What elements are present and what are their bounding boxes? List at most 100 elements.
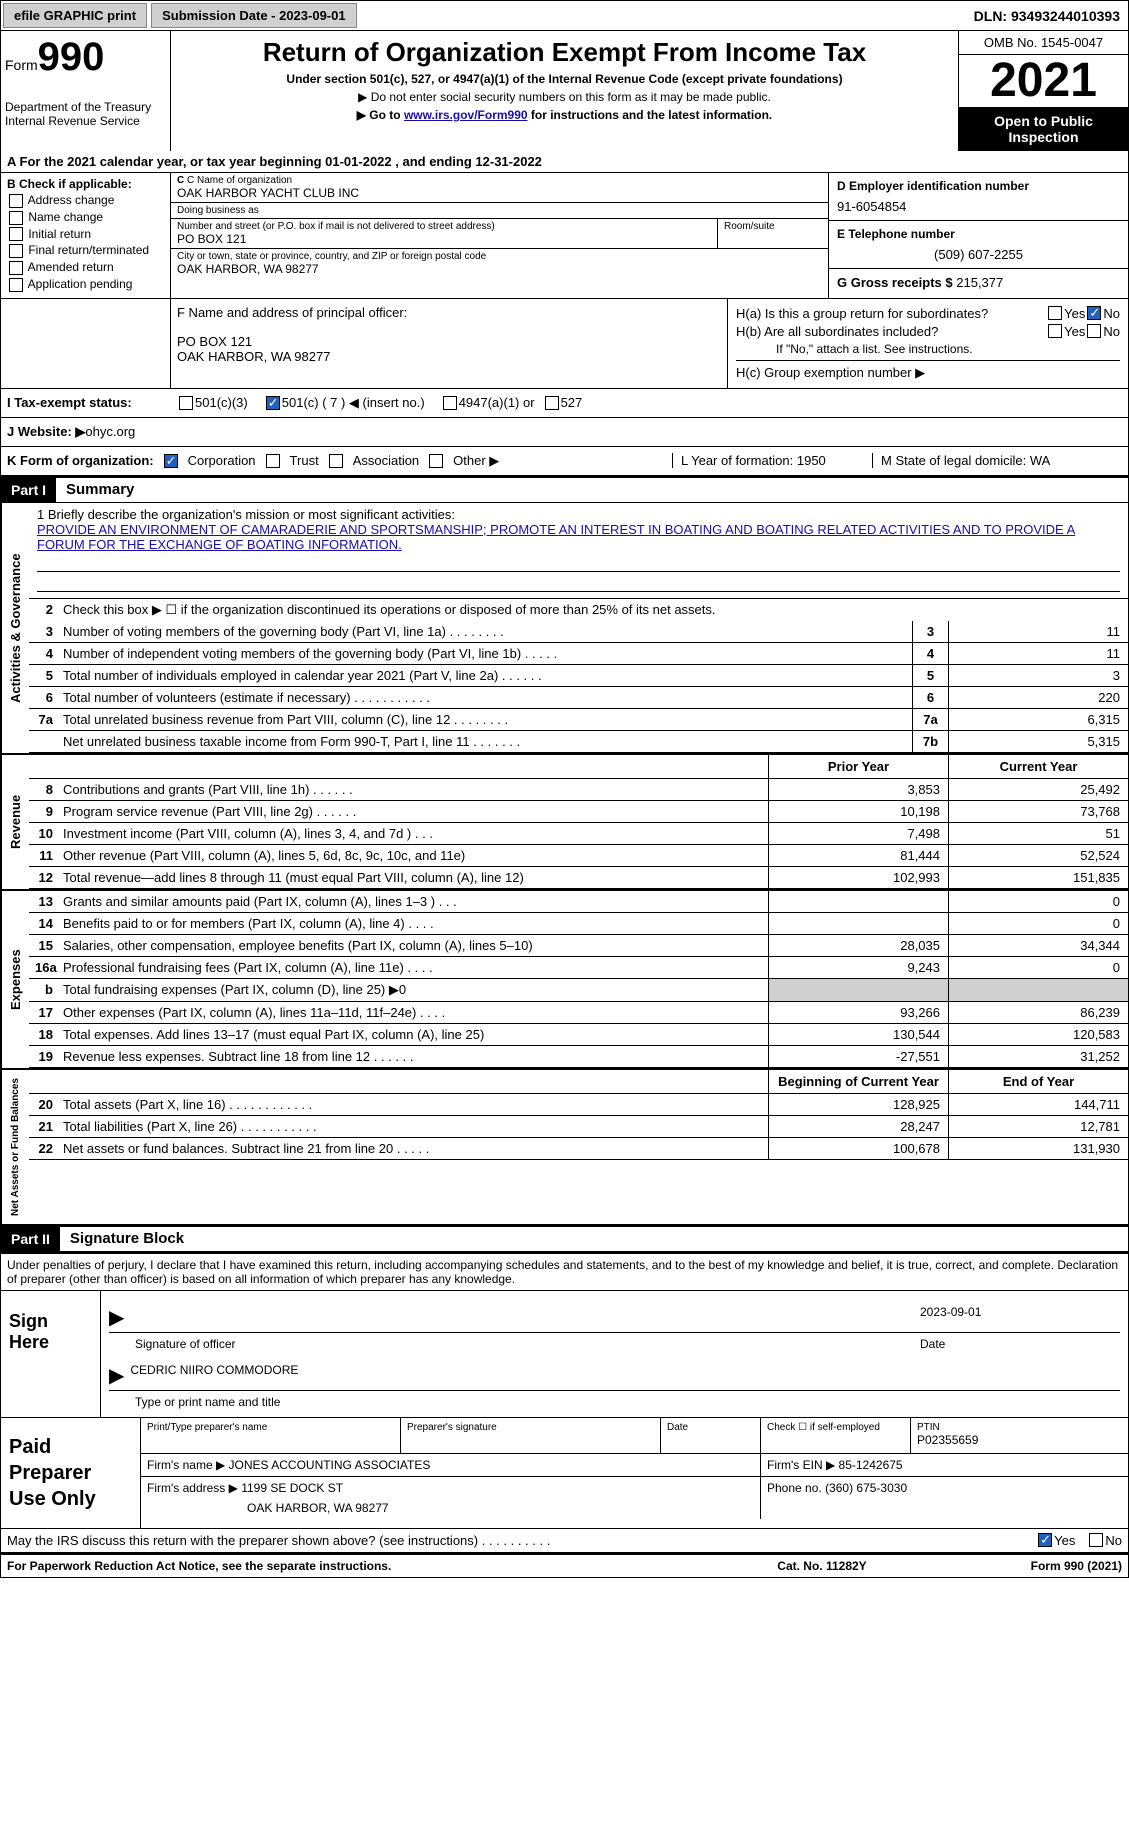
summary-row: 5Total number of individuals employed in… (29, 665, 1128, 687)
pycy-header: Prior Year Current Year (29, 755, 1128, 779)
hb-yes-lbl: Yes (1064, 324, 1085, 339)
row-num: 14 (29, 913, 59, 934)
current-year-header: Current Year (948, 755, 1128, 778)
summary-row: 15Salaries, other compensation, employee… (29, 935, 1128, 957)
row-num (29, 731, 59, 752)
row-value: 220 (948, 687, 1128, 708)
row-num: 18 (29, 1024, 59, 1045)
officer-name: CEDRIC NIIRO COMMODORE (130, 1363, 298, 1388)
signature-field[interactable] (130, 1305, 920, 1330)
checkbox-name-change[interactable] (9, 211, 23, 225)
prep-col2: Preparer's signature (407, 1422, 654, 1433)
row-text: Total assets (Part X, line 16) . . . . .… (59, 1094, 768, 1115)
row-text: Salaries, other compensation, employee b… (59, 935, 768, 956)
box-h: H(a) Is this a group return for subordin… (728, 299, 1128, 388)
summary-row: 13Grants and similar amounts paid (Part … (29, 891, 1128, 913)
inspection-label: Open to Public Inspection (959, 107, 1128, 151)
preparer-name-field[interactable] (147, 1433, 394, 1449)
mission-block: 1 Briefly describe the organization's mi… (29, 503, 1128, 599)
ha-no-checkbox[interactable] (1087, 306, 1101, 320)
expenses-section: Expenses 13Grants and similar amounts pa… (0, 889, 1129, 1068)
current-value: 34,344 (948, 935, 1128, 956)
footer-cat: Cat. No. 11282Y (722, 1559, 922, 1573)
summary-row: 7aTotal unrelated business revenue from … (29, 709, 1128, 731)
na-header: Beginning of Current Year End of Year (29, 1070, 1128, 1094)
sig-officer-label: Signature of officer (109, 1337, 920, 1351)
principal-addr2: OAK HARBOR, WA 98277 (177, 349, 721, 364)
prior-value: 128,925 (768, 1094, 948, 1115)
row-text: Benefits paid to or for members (Part IX… (59, 913, 768, 934)
checkbox-other[interactable] (429, 454, 443, 468)
row-text: Net unrelated business taxable income fr… (59, 731, 912, 752)
discuss-no-lbl: No (1105, 1533, 1122, 1548)
row-box: 6 (912, 687, 948, 708)
efile-print-button[interactable]: efile GRAPHIC print (3, 3, 147, 28)
hb-no-lbl: No (1103, 324, 1120, 339)
prior-value: -27,551 (768, 1046, 948, 1067)
checkbox-527[interactable] (545, 396, 559, 410)
row-box: 7a (912, 709, 948, 730)
row-num: 10 (29, 823, 59, 844)
checkbox-4947[interactable] (443, 396, 457, 410)
prior-value: 102,993 (768, 867, 948, 888)
footer: For Paperwork Reduction Act Notice, see … (0, 1553, 1129, 1578)
dept-label: Department of the Treasury (5, 100, 166, 114)
blank-line-1 (37, 554, 1120, 572)
discuss-yes-checkbox[interactable] (1038, 1533, 1052, 1547)
current-value: 25,492 (948, 779, 1128, 800)
checkbox-501c3[interactable] (179, 396, 193, 410)
side-activities: Activities & Governance (1, 503, 29, 753)
hb-label: H(b) Are all subordinates included? (736, 324, 1046, 339)
ha-yes-checkbox[interactable] (1048, 306, 1062, 320)
summary-row: 9Program service revenue (Part VIII, lin… (29, 801, 1128, 823)
checkbox-final-return[interactable] (9, 244, 23, 258)
summary-row: 19Revenue less expenses. Subtract line 1… (29, 1046, 1128, 1068)
checkbox-amended[interactable] (9, 261, 23, 275)
form-header: Form990 Department of the Treasury Inter… (0, 31, 1129, 151)
hb-no-checkbox[interactable] (1087, 324, 1101, 338)
top-bar: efile GRAPHIC print Submission Date - 20… (0, 0, 1129, 31)
lbl-name-change: Name change (28, 210, 103, 224)
box-deg: D Employer identification number 91-6054… (828, 173, 1128, 298)
row-value: 6,315 (948, 709, 1128, 730)
row-num: 5 (29, 665, 59, 686)
current-value: 0 (948, 957, 1128, 978)
submission-date-button[interactable]: Submission Date - 2023-09-01 (151, 3, 357, 28)
current-value: 12,781 (948, 1116, 1128, 1137)
checkbox-501c[interactable] (266, 396, 280, 410)
checkbox-corporation[interactable] (164, 454, 178, 468)
discuss-row: May the IRS discuss this return with the… (0, 1529, 1129, 1553)
prior-value: 3,853 (768, 779, 948, 800)
checkbox-initial-return[interactable] (9, 227, 23, 241)
prep-col1: Print/Type preparer's name (147, 1422, 394, 1433)
form-subtitle: Under section 501(c), 527, or 4947(a)(1)… (177, 72, 952, 86)
hb-yes-checkbox[interactable] (1048, 324, 1062, 338)
prior-value: 10,198 (768, 801, 948, 822)
line2-num: 2 (29, 599, 59, 621)
row-text: Total number of volunteers (estimate if … (59, 687, 912, 708)
checkbox-association[interactable] (329, 454, 343, 468)
revenue-section: Revenue Prior Year Current Year 8Contrib… (0, 753, 1129, 889)
form-label: Form (5, 57, 38, 73)
k-label: K Form of organization: (7, 453, 154, 468)
row-value: 11 (948, 643, 1128, 664)
lbl-amended: Amended return (28, 260, 114, 274)
box-b: B Check if applicable: Address change Na… (1, 173, 171, 298)
website-label: J Website: ▶ (7, 424, 85, 440)
row-num: 15 (29, 935, 59, 956)
goto-pre: ▶ Go to (357, 108, 404, 122)
activities-section: Activities & Governance 1 Briefly descri… (0, 503, 1129, 753)
current-value: 151,835 (948, 867, 1128, 888)
irs-link[interactable]: www.irs.gov/Form990 (404, 108, 528, 122)
checkbox-trust[interactable] (266, 454, 280, 468)
row-text: Total number of individuals employed in … (59, 665, 912, 686)
mission-label: 1 Briefly describe the organization's mi… (37, 507, 1120, 522)
discuss-text: May the IRS discuss this return with the… (7, 1533, 1036, 1548)
principal-addr1: PO BOX 121 (177, 334, 721, 349)
tax-status-row: I Tax-exempt status: 501(c)(3) 501(c) ( … (0, 389, 1129, 418)
checkbox-pending[interactable] (9, 278, 23, 292)
discuss-no-checkbox[interactable] (1089, 1533, 1103, 1547)
officer-name-label: Type or print name and title (109, 1395, 1120, 1409)
row-text: Number of voting members of the governin… (59, 621, 912, 642)
checkbox-address-change[interactable] (9, 194, 23, 208)
